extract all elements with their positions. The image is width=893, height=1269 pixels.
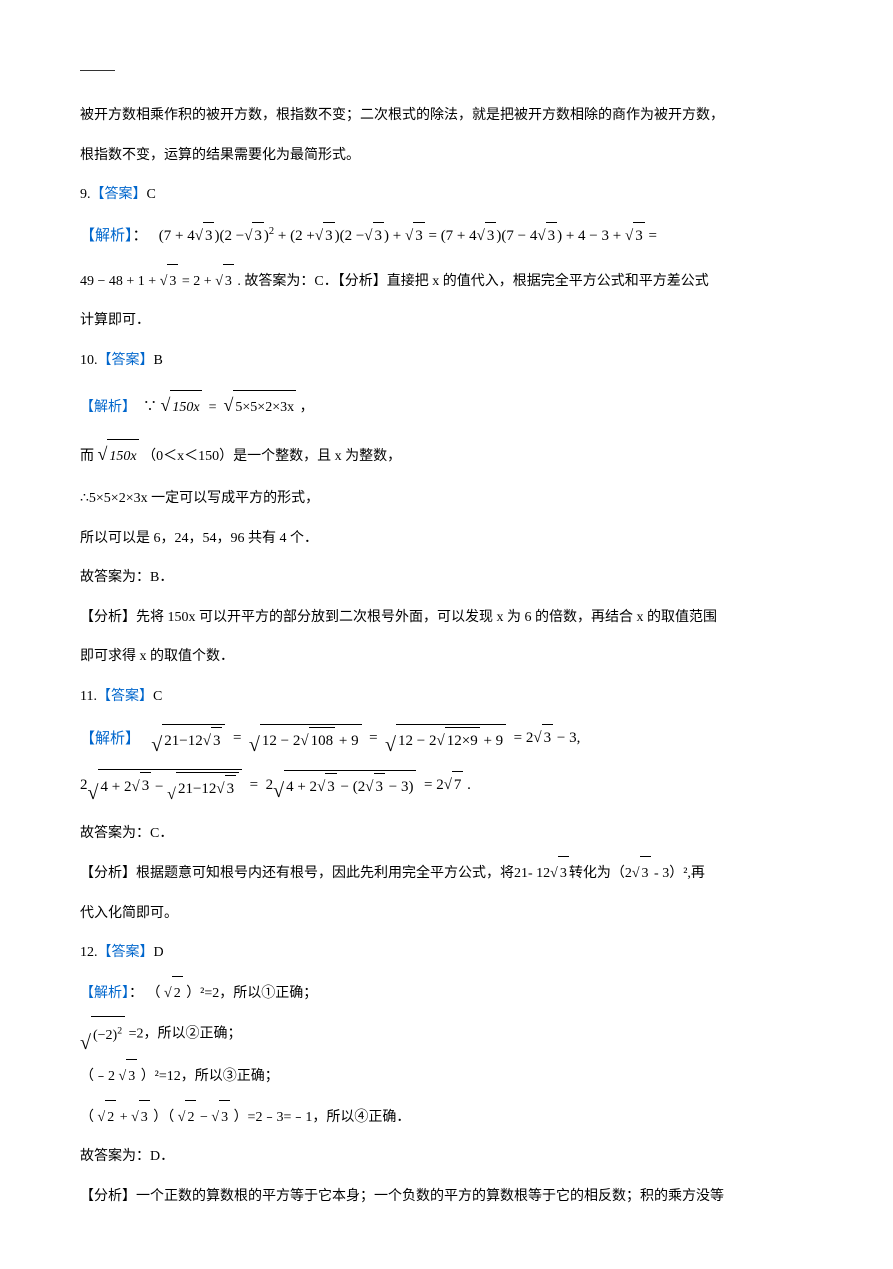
- header-rule: [80, 70, 115, 71]
- analysis-label: 【解析】: [80, 986, 129, 1001]
- q10-analysis-1: 【解析】 ∵ √150x = √5×5×2×3x ，: [80, 384, 813, 427]
- answer-label: 【答案】: [91, 187, 147, 202]
- comma: ，: [300, 400, 314, 415]
- q10-line3: ∴5×5×2×3x 一定可以写成平方的形式，: [80, 482, 813, 516]
- q11-line5: 代入化简即可。: [80, 897, 813, 931]
- q10-line2: 而 √150x （0＜x＜150）是一个整数，且 x 为整数，: [80, 433, 813, 476]
- q9-number: 9.: [80, 187, 91, 202]
- q11-eq2: 2√4 + 2√3 − √21−12√3 = 2√4 + 2√3 − (2√3 …: [80, 769, 813, 803]
- q11-answer-line: 11.【答案】C: [80, 680, 813, 714]
- answer-label: 【答案】: [98, 945, 154, 960]
- because: ∵: [143, 400, 157, 415]
- q11-line3: 故答案为：C．: [80, 817, 813, 851]
- q12-answer-line: 12.【答案】D: [80, 936, 813, 970]
- expr: √150x = √5×5×2×3x: [161, 400, 300, 415]
- q9-answer-line: 9.【答案】C: [80, 178, 813, 212]
- q12-number: 12.: [80, 945, 98, 960]
- q12-line4: （ √2 + √3 ）（ √2 − √3 ）=2﹣3=﹣1，所以④正确．: [80, 1100, 813, 1135]
- q10-line5: 故答案为：B．: [80, 561, 813, 595]
- colon: ：: [129, 986, 143, 1001]
- q9-equation-2: 49 − 48 + 1 + √3 = 2 + √3 . 故答案为：C．【分析】直…: [80, 264, 813, 299]
- expr: 49 − 48 + 1 + √3 = 2 + √3: [80, 274, 237, 289]
- q11-line4: 【分析】根据题意可知根号内还有根号，因此先利用完全平方公式，将21- 12√3转…: [80, 856, 813, 891]
- q11-answer: C: [153, 689, 162, 704]
- q12-line6: 【分析】一个正数的算数根的平方等于它本身；一个负数的平方的算数根等于它的相反数；…: [80, 1180, 813, 1214]
- expr: (7 + 4√3)(2 −√3)2 + (2 +√3)(2 −√3) + √3 …: [159, 228, 657, 244]
- analysis-label: 【解析】: [80, 730, 140, 746]
- q12-line3: （﹣2 √3 ）²=12，所以③正确；: [80, 1059, 813, 1094]
- q9-equation-1: 【解析】： (7 + 4√3)(2 −√3)2 + (2 +√3)(2 −√3)…: [80, 222, 813, 250]
- q12-line2: √(−2)2 =2，所以②正确；: [80, 1016, 813, 1053]
- expr: √150x: [98, 449, 143, 464]
- q9-tail: . 故答案为：C．【分析】直接把 x 的值代入，根据完全平方公式和平方差公式: [237, 274, 708, 289]
- q10-number: 10.: [80, 353, 98, 368]
- q12-answer: D: [154, 945, 164, 960]
- q10-answer-line: 10.【答案】B: [80, 344, 813, 378]
- expr: √(−2)2: [80, 1027, 129, 1042]
- q10-answer: B: [154, 353, 163, 368]
- q11-number: 11.: [80, 689, 97, 704]
- q9-tail2: 计算即可．: [80, 304, 813, 338]
- answer-label: 【答案】: [98, 353, 154, 368]
- analysis-label: 【解析】: [80, 228, 133, 244]
- q12-line1: 【解析】： （ √2 ）²=2，所以①正确；: [80, 976, 813, 1011]
- intro-line-2: 根指数不变，运算的结果需要化为最简形式。: [80, 139, 813, 173]
- q10-line6: 【分析】先将 150x 可以开平方的部分放到二次根号外面，可以发现 x 为 6 …: [80, 601, 813, 635]
- analysis-label: 【解析】: [80, 400, 136, 415]
- q12-line5: 故答案为：D．: [80, 1140, 813, 1174]
- intro-line-1: 被开方数相乘作积的被开方数，根指数不变；二次根式的除法，就是把被开方数相除的商作…: [80, 99, 813, 133]
- answer-label: 【答案】: [97, 689, 153, 704]
- expr: 2√4 + 2√3 − √21−12√3 = 2√4 + 2√3 − (2√3 …: [80, 777, 471, 793]
- document-page: 被开方数相乘作积的被开方数，根指数不变；二次根式的除法，就是把被开方数相除的商作…: [0, 0, 893, 1269]
- q10-line4: 所以可以是 6，24，54，96 共有 4 个．: [80, 522, 813, 556]
- expr: √21−12√3 = √12 − 2√108 + 9 = √12 − 2√12×…: [151, 730, 580, 746]
- q9-answer: C: [147, 187, 156, 202]
- colon: ：: [133, 228, 148, 244]
- q11-eq1: 【解析】 √21−12√3 = √12 − 2√108 + 9 = √12 − …: [80, 724, 813, 755]
- q10-line7: 即可求得 x 的取值个数．: [80, 640, 813, 674]
